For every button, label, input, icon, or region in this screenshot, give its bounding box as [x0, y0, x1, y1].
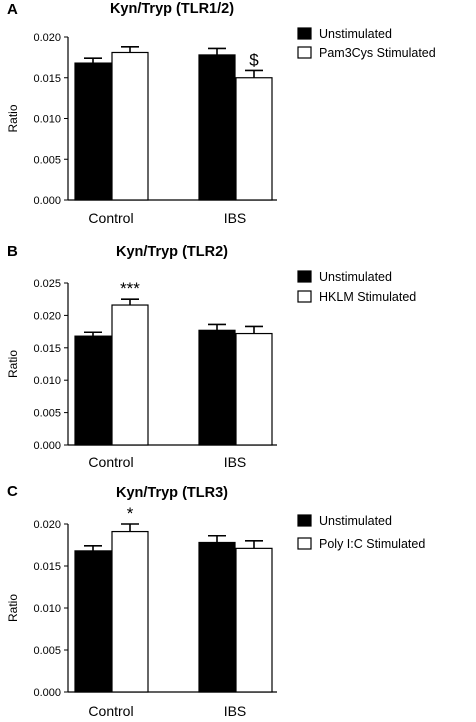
bar	[235, 77, 273, 201]
bar	[235, 547, 273, 693]
legend-swatch	[297, 270, 312, 283]
chart-panel-a: A Kyn/Tryp (TLR1/2) Ratio 0.000 0.005 0.010 0.…	[6, 1, 436, 226]
legend-swatch	[297, 537, 312, 550]
y-axis-label: Ratio	[6, 594, 20, 622]
legend-swatch	[297, 290, 312, 303]
panel-letter: B	[7, 243, 18, 260]
y-tick-label: 0.020	[33, 519, 61, 531]
x-category-label: IBS	[224, 454, 247, 470]
legend-label: Unstimulated	[319, 27, 392, 41]
chart-title: Kyn/Tryp (TLR3)	[116, 485, 228, 501]
x-category-label: IBS	[224, 703, 247, 719]
legend-label: Pam3Cys Stimulated	[319, 46, 436, 60]
y-axis-label: Ratio	[6, 350, 20, 378]
y-tick-label: 0.015	[33, 73, 61, 85]
y-tick-label: 0.000	[33, 440, 61, 452]
bar	[74, 550, 112, 693]
significance-annotation: ***	[120, 279, 140, 298]
y-tick-label: 0.000	[33, 687, 61, 699]
bar	[74, 335, 112, 446]
y-tick-label: 0.020	[33, 32, 61, 44]
y-tick-label: 0.015	[33, 343, 61, 355]
y-tick-label: 0.005	[33, 645, 61, 657]
bar	[198, 54, 236, 201]
legend-label: HKLM Stimulated	[319, 290, 416, 304]
y-tick-label: 0.000	[33, 195, 61, 207]
y-tick-label: 0.010	[33, 114, 61, 126]
y-tick-label: 0.025	[33, 278, 61, 290]
y-tick-label: 0.010	[33, 375, 61, 387]
x-category-label: Control	[88, 703, 133, 719]
bar	[74, 62, 112, 201]
chart-panel-b: B Kyn/Tryp (TLR2) Ratio 0.000 0.005 0.010 0.01…	[6, 243, 416, 470]
bar	[198, 541, 236, 693]
bar	[111, 530, 149, 693]
legend-swatch	[297, 46, 312, 59]
y-axis-label: Ratio	[6, 104, 20, 132]
bar	[111, 304, 149, 446]
x-category-label: Control	[88, 210, 133, 226]
panel-letter: A	[7, 1, 18, 18]
legend-label: Unstimulated	[319, 514, 392, 528]
chart-title: Kyn/Tryp (TLR2)	[116, 244, 228, 260]
legend-label: Unstimulated	[319, 270, 392, 284]
chart-title: Kyn/Tryp (TLR1/2)	[110, 1, 234, 17]
bar	[235, 332, 273, 446]
legend-swatch	[297, 27, 312, 40]
y-tick-label: 0.010	[33, 603, 61, 615]
bar	[111, 51, 149, 201]
chart-panel-c: C Kyn/Tryp (TLR3) Ratio 0.000 0.005 0.010 0.01…	[6, 483, 425, 719]
significance-annotation: $	[249, 50, 259, 69]
legend-label: Poly I:C Stimulated	[319, 537, 425, 551]
y-tick-label: 0.020	[33, 310, 61, 322]
y-tick-label: 0.015	[33, 561, 61, 573]
y-tick-label: 0.005	[33, 154, 61, 166]
legend-swatch	[297, 514, 312, 527]
x-category-label: IBS	[224, 210, 247, 226]
significance-annotation: *	[127, 504, 134, 523]
y-tick-label: 0.005	[33, 408, 61, 420]
x-category-label: Control	[88, 454, 133, 470]
panel-letter: C	[7, 483, 18, 500]
bar	[198, 329, 236, 446]
